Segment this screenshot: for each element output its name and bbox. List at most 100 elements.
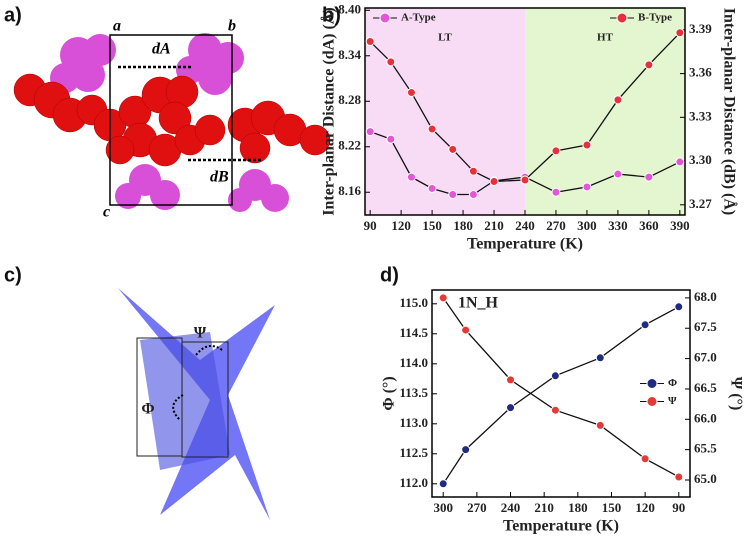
y2-tick-label: 67.0 xyxy=(694,350,717,365)
y2-tick-label: 3.39 xyxy=(689,21,712,36)
x-tick-label: 90 xyxy=(672,500,685,515)
data-point xyxy=(438,479,448,489)
y-tick-label: 112.5 xyxy=(399,445,428,460)
legend-marker xyxy=(616,12,628,24)
corner-label: c xyxy=(103,204,110,221)
x-tick-label: 180 xyxy=(568,500,588,515)
x-tick-label: 300 xyxy=(433,500,453,515)
x-tick-label: 270 xyxy=(546,218,566,233)
data-point xyxy=(406,88,416,98)
x-tick-label: 240 xyxy=(501,500,521,515)
data-point xyxy=(438,293,448,303)
panel-label: d) xyxy=(380,264,399,286)
planes-illustration xyxy=(118,288,275,520)
region-label: HT xyxy=(597,32,614,44)
data-point xyxy=(506,375,516,385)
x-tick-label: 390 xyxy=(670,218,690,233)
data-point xyxy=(468,166,478,176)
data-point xyxy=(448,144,458,154)
data-point xyxy=(365,37,375,47)
data-point xyxy=(489,176,499,186)
data-point xyxy=(448,190,458,200)
legend-marker xyxy=(646,396,658,407)
y2-tick-label: 67.5 xyxy=(694,319,717,334)
x-tick-label: 90 xyxy=(364,218,377,233)
y-tick-label: 113.0 xyxy=(399,415,428,430)
y2-tick-label: 3.36 xyxy=(689,65,712,80)
x-tick-label: 180 xyxy=(453,218,473,233)
data-point xyxy=(550,405,560,415)
y2-tick-label: 3.33 xyxy=(689,108,712,123)
x-tick-label: 150 xyxy=(422,218,442,233)
legend-label: B-Type xyxy=(638,12,672,24)
data-point xyxy=(506,403,516,413)
y-axis-label: Inter-planar Distance (dA) (Å) xyxy=(320,7,338,215)
data-point xyxy=(468,190,478,200)
data-point xyxy=(674,302,684,312)
data-point xyxy=(386,134,396,144)
x-tick-label: 210 xyxy=(534,500,554,515)
y2-tick-label: 65.0 xyxy=(694,471,717,486)
y-tick-label: 113.5 xyxy=(399,385,428,400)
x-tick-label: 120 xyxy=(391,218,411,233)
x-axis-label: Temperature (K) xyxy=(503,518,619,535)
data-point xyxy=(640,454,650,464)
corner-label: b xyxy=(228,18,236,35)
x-tick-label: 240 xyxy=(515,218,535,233)
data-point xyxy=(595,420,605,430)
packing-illustration xyxy=(13,33,331,212)
data-point xyxy=(674,472,684,482)
y-tick-label: 112.0 xyxy=(399,475,428,490)
data-point xyxy=(640,320,650,330)
data-point xyxy=(582,140,592,150)
region-label: LT xyxy=(438,32,452,44)
y2-tick-label: 3.30 xyxy=(689,152,712,167)
x-axis-label: Temperature (K) xyxy=(467,236,583,253)
y-tick-label: 8.34 xyxy=(338,47,361,62)
legend-marker xyxy=(646,378,658,389)
y-axis-label: Φ (°) xyxy=(381,376,398,410)
data-point xyxy=(427,183,437,193)
y-tick-label: 114.0 xyxy=(399,355,428,370)
data-point xyxy=(595,353,605,363)
data-point xyxy=(461,325,471,335)
data-point xyxy=(582,182,592,192)
y-tick-label: 8.16 xyxy=(338,183,361,198)
data-point xyxy=(406,172,416,182)
x-tick-label: 330 xyxy=(608,218,628,233)
data-point xyxy=(551,146,561,156)
y2-tick-label: 65.5 xyxy=(694,441,717,456)
data-point xyxy=(365,127,375,137)
y-tick-label: 8.40 xyxy=(338,1,361,16)
legend-label: Φ xyxy=(668,377,677,389)
panel-label: c) xyxy=(4,264,22,286)
angle-label: Φ xyxy=(141,401,154,418)
x-tick-label: 120 xyxy=(635,500,655,515)
data-point xyxy=(675,157,685,167)
y2-tick-label: 66.0 xyxy=(694,410,717,425)
data-point xyxy=(550,371,560,381)
y2-tick-label: 3.27 xyxy=(689,196,712,211)
y2-axis-label: Ψ (°) xyxy=(727,377,744,411)
x-tick-label: 150 xyxy=(602,500,622,515)
y2-axis-label: Inter-planar Distance (dB) (Å) xyxy=(720,8,738,216)
data-point xyxy=(613,169,623,179)
y2-tick-label: 66.5 xyxy=(694,380,717,395)
panel-label: a) xyxy=(4,4,22,26)
x-tick-label: 270 xyxy=(467,500,487,515)
annotation: 1N_H xyxy=(458,295,499,312)
distance-label: dB xyxy=(210,169,229,186)
distance-label: dA xyxy=(152,41,171,58)
legend-label: A-Type xyxy=(401,12,436,24)
data-point xyxy=(644,172,654,182)
data-point xyxy=(675,28,685,38)
data-point xyxy=(613,95,623,105)
x-tick-label: 360 xyxy=(639,218,659,233)
data-point xyxy=(551,187,561,197)
x-tick-label: 210 xyxy=(484,218,504,233)
data-point xyxy=(520,175,530,185)
region xyxy=(525,8,685,215)
legend-marker xyxy=(379,12,391,24)
x-tick-label: 300 xyxy=(577,218,597,233)
